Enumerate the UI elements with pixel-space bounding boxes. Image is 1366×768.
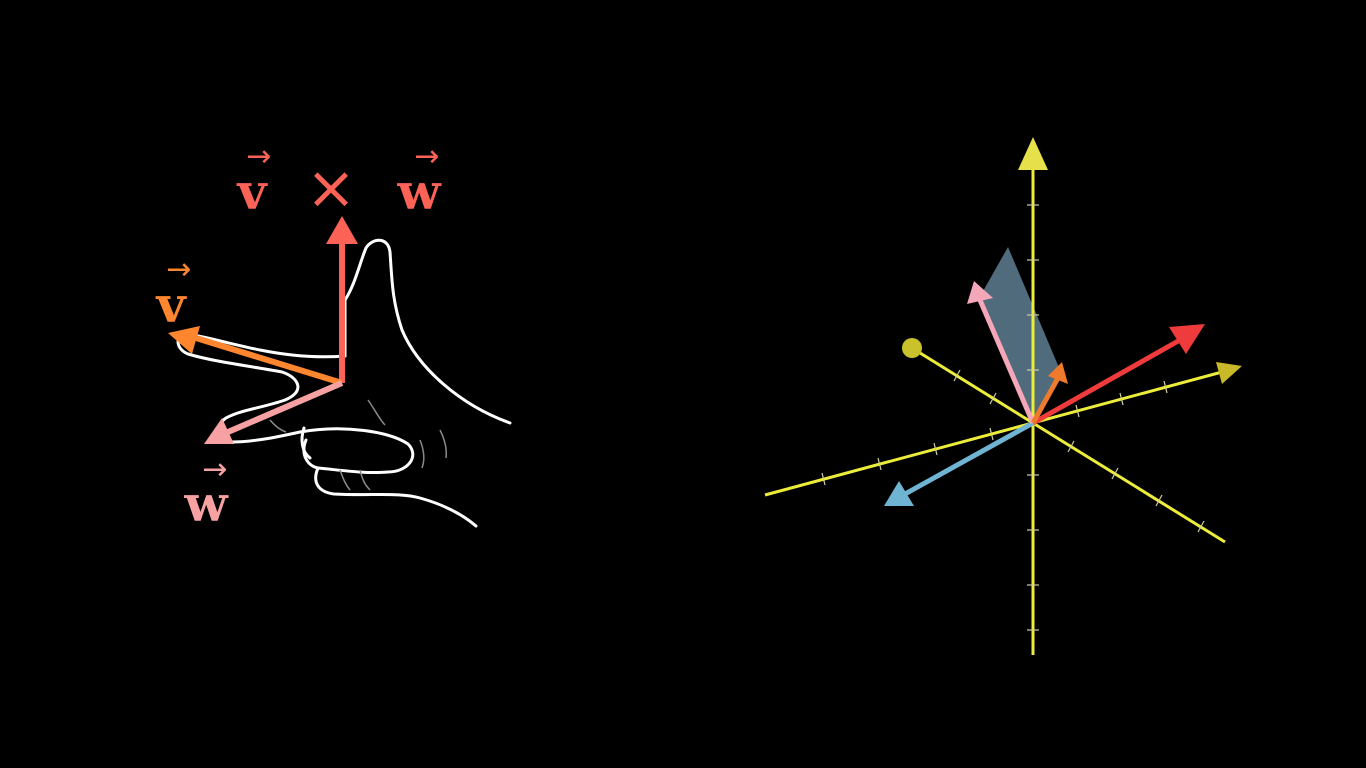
pink-vector bbox=[967, 281, 1036, 424]
w-letter: w bbox=[183, 474, 229, 533]
v-letter-title: v bbox=[236, 162, 268, 221]
orange-vector bbox=[1030, 362, 1068, 425]
cross-symbol: × bbox=[306, 153, 356, 223]
vertical-axis-arrowhead bbox=[1018, 137, 1048, 170]
v-letter: v bbox=[155, 275, 187, 334]
v-vector bbox=[168, 326, 343, 386]
3d-axes-figure bbox=[764, 137, 1242, 655]
w-letter-title: w bbox=[396, 162, 442, 221]
depth-axis-end-cap bbox=[902, 338, 922, 358]
w-arrow: → bbox=[202, 452, 227, 487]
blue-vector bbox=[884, 420, 1035, 506]
cross-product-label: v → × w → bbox=[236, 139, 442, 223]
x-axis-arrowhead bbox=[1216, 362, 1242, 384]
axis-ticks bbox=[821, 204, 1205, 631]
w-label: w → bbox=[183, 452, 229, 533]
span-plane bbox=[978, 247, 1060, 423]
x-axis bbox=[764, 370, 1223, 497]
hand-outline bbox=[176, 238, 512, 528]
w-vector bbox=[204, 380, 344, 444]
w-arrow-title: → bbox=[414, 139, 439, 174]
v-arrow-title: → bbox=[246, 139, 271, 174]
hand-crease-lines bbox=[269, 399, 447, 491]
cross-product-vector bbox=[326, 216, 358, 383]
depth-axis bbox=[911, 346, 1226, 544]
v-label: v → bbox=[155, 252, 191, 334]
red-vector bbox=[1031, 324, 1205, 426]
v-arrow: → bbox=[166, 252, 191, 287]
right-hand-rule-figure: v → × w → bbox=[155, 139, 512, 533]
axes bbox=[764, 165, 1226, 655]
